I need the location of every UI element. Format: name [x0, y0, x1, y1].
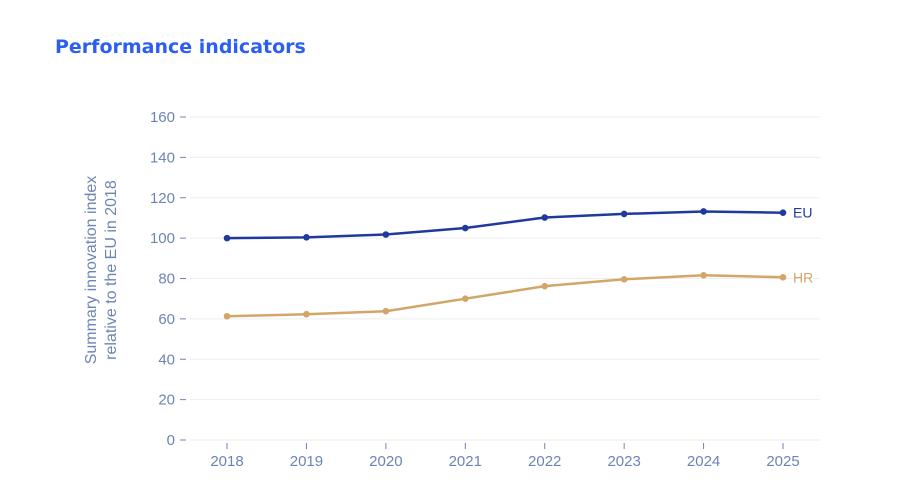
series-hr: HR — [223, 269, 813, 320]
data-point — [779, 273, 787, 281]
y-tick-label: 0 — [167, 432, 175, 449]
y-tick-label: 60 — [158, 311, 175, 328]
data-point — [303, 234, 310, 241]
x-tick-label: 2025 — [766, 453, 799, 470]
x-tick-label: 2020 — [369, 453, 402, 470]
data-point — [541, 214, 549, 221]
data-point — [620, 276, 628, 283]
y-axis-title-line-2: relative to the EU in 2018 — [103, 180, 120, 360]
y-axis: 0 20 40 60 80 100 120 140 160 — [150, 109, 186, 449]
series-line — [225, 274, 785, 318]
data-point — [382, 307, 390, 315]
page-title: Performance indicators — [55, 36, 306, 58]
data-point — [700, 271, 707, 279]
y-tick-label: 20 — [158, 392, 175, 409]
x-tick-label: 2021 — [449, 453, 482, 470]
data-point — [382, 231, 390, 238]
data-point — [620, 210, 628, 218]
series-line — [225, 210, 785, 240]
series-end-label: EU — [793, 205, 812, 221]
y-tick-label: 160 — [150, 109, 175, 126]
series-eu: EU — [223, 205, 812, 242]
data-point — [461, 224, 469, 232]
data-point — [700, 208, 707, 215]
data-point — [541, 282, 549, 290]
x-tick-label: 2019 — [290, 453, 323, 470]
grid-lines — [190, 116, 820, 441]
data-point — [223, 234, 231, 242]
series-end-label: HR — [793, 269, 813, 285]
y-tick-label: 140 — [150, 149, 175, 166]
x-tick-label: 2018 — [210, 453, 243, 470]
data-point — [779, 209, 787, 216]
y-tick-label: 80 — [158, 271, 175, 288]
x-tick-label: 2023 — [607, 453, 640, 470]
y-tick-label: 40 — [158, 351, 175, 368]
y-axis-title-line-1: Summary innovation index — [83, 176, 100, 365]
y-tick-label: 100 — [150, 230, 175, 247]
series: EU HR — [223, 205, 813, 320]
data-point — [223, 312, 231, 320]
x-axis: 2018 2019 2020 2021 2022 2023 2024 2025 — [210, 443, 800, 470]
data-point — [461, 295, 469, 302]
data-point — [303, 310, 310, 318]
y-tick-label: 120 — [150, 190, 175, 207]
x-tick-label: 2022 — [528, 453, 561, 470]
y-axis-title: Summary innovation index relative to the… — [83, 176, 120, 365]
x-tick-label: 2024 — [687, 453, 720, 470]
